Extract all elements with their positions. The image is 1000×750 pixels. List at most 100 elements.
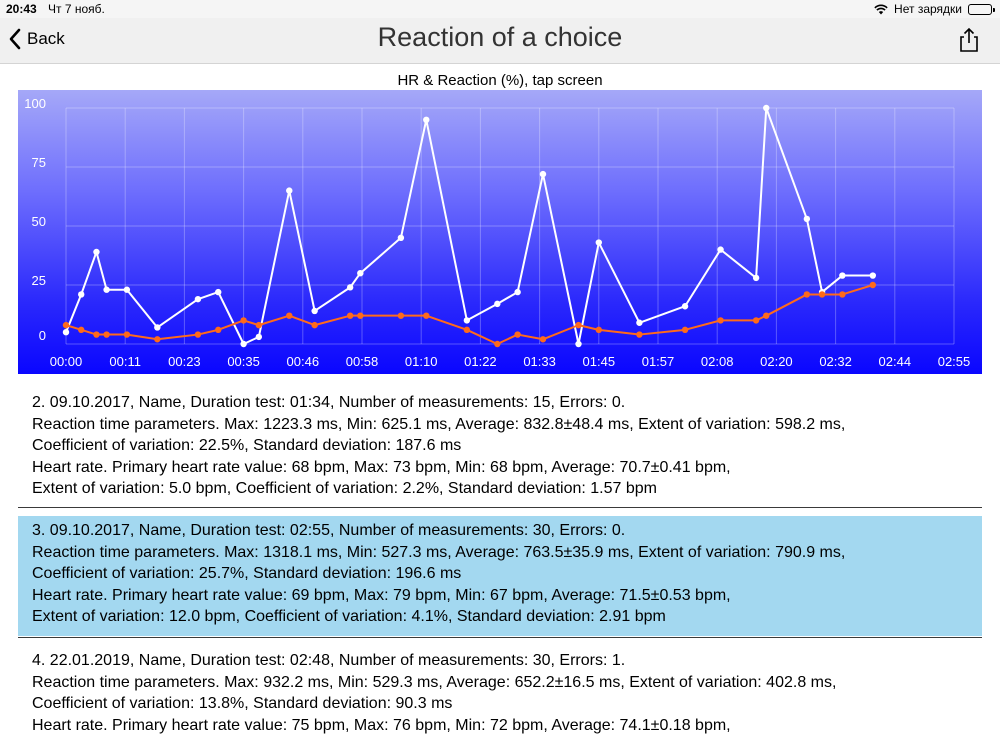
data-point-series-1 (463, 326, 471, 334)
data-point-series-1 (869, 281, 877, 289)
data-point-series-0 (494, 300, 501, 308)
data-point-series-1 (717, 317, 724, 324)
x-tick-label: 00:00 (50, 354, 83, 369)
data-point-series-0 (717, 246, 724, 253)
data-point-series-1 (194, 331, 202, 338)
test-entry-selected[interactable]: 3. 09.10.2017, Name, Duration test: 02:5… (18, 516, 982, 636)
x-tick-label: 00:58 (346, 354, 379, 369)
divider (18, 507, 982, 508)
data-point-series-1 (575, 321, 582, 329)
x-tick-label: 00:46 (287, 354, 320, 369)
battery-icon (968, 3, 995, 15)
test-entry[interactable]: 4. 22.01.2019, Name, Duration test: 02:4… (18, 646, 982, 750)
divider (18, 637, 982, 638)
data-point-series-1 (818, 291, 826, 298)
y-tick-label: 100 (24, 96, 46, 111)
y-tick-label: 50 (32, 214, 46, 229)
data-point-series-0 (423, 116, 430, 123)
data-point-series-0 (194, 295, 202, 303)
entry-line: 3. 09.10.2017, Name, Duration test: 02:5… (32, 522, 626, 539)
y-tick-label: 25 (32, 273, 46, 288)
battery-status-text: Нет зарядки (894, 2, 962, 16)
data-point-series-1 (78, 326, 85, 334)
data-point-series-0 (255, 333, 263, 341)
chart-canvas: 0 25 50 75 100 00:00 00:11 00:23 00:35 00:46 00:58… (24, 96, 971, 369)
entry-line: Extent of variation: 5.0 bpm, Coefficien… (32, 480, 657, 498)
entry-line: Extent of variation: 12.0 bpm, Coefficie… (32, 608, 666, 626)
data-point-series-1 (154, 336, 161, 343)
data-point-series-0 (763, 104, 770, 112)
data-point-series-0 (575, 340, 582, 348)
x-tick-label: 01:57 (642, 354, 675, 369)
back-button-label: Back (27, 29, 65, 48)
x-tick-label: 02:08 (701, 354, 734, 369)
data-point-series-0 (869, 272, 877, 279)
data-point-series-0 (839, 272, 846, 279)
status-bar: 20:43 Чт 7 нояб. Нет зарядки (0, 0, 1000, 18)
data-point-series-0 (463, 317, 471, 324)
data-point-series-0 (286, 187, 293, 194)
data-point-series-1 (397, 312, 405, 319)
data-point-series-0 (78, 291, 85, 298)
data-point-series-1 (494, 340, 501, 348)
test-entry[interactable]: 2. 09.10.2017, Name, Duration test: 01:3… (18, 388, 982, 500)
x-tick-label: 02:20 (760, 354, 793, 369)
data-point-series-0 (123, 286, 131, 293)
x-tick-label: 00:23 (168, 354, 201, 369)
entry-line: Reaction time parameters. Max: 1318.1 ms… (32, 543, 846, 561)
wifi-icon (874, 4, 888, 14)
y-tick-label: 75 (32, 155, 46, 170)
x-tick-label: 01:10 (405, 354, 438, 369)
x-tick-label: 01:33 (523, 354, 556, 369)
data-point-series-0 (215, 288, 222, 296)
share-icon[interactable] (958, 27, 980, 53)
data-point-series-1 (311, 321, 318, 329)
data-point-series-0 (752, 274, 760, 282)
data-point-series-1 (62, 321, 70, 329)
back-button[interactable]: Back (8, 28, 65, 50)
data-point-series-0 (397, 234, 405, 241)
entry-line: 2. 09.10.2017, Name, Duration test: 01:3… (32, 394, 626, 411)
x-tick-label: 01:45 (583, 354, 616, 369)
data-point-series-1 (123, 331, 131, 338)
x-tick-label: 01:22 (464, 354, 497, 369)
x-tick-label: 02:55 (938, 354, 971, 369)
entry-line: Reaction time parameters. Max: 932.2 ms,… (32, 673, 837, 691)
data-point-series-0 (93, 248, 100, 256)
data-point-series-1 (103, 331, 110, 338)
status-date: Чт 7 нояб. (48, 2, 105, 16)
entry-line: Heart rate. Primary heart rate value: 75… (32, 716, 731, 734)
data-point-series-1 (514, 331, 521, 338)
hr-reaction-chart[interactable]: 0 25 50 75 100 00:00 00:11 00:23 00:35 00:46 00:58… (18, 90, 982, 374)
x-tick-label: 00:11 (109, 354, 141, 369)
entry-line: Coefficient of variation: 13.8%, Standar… (32, 695, 453, 713)
page-title: Reaction of a choice (377, 22, 623, 52)
data-point-series-1 (357, 312, 364, 319)
data-point-series-1 (595, 326, 602, 334)
data-point-series-0 (311, 307, 318, 315)
data-point-series-1 (255, 321, 263, 329)
entry-line: Reaction time parameters. Max: 1223.3 ms… (32, 415, 846, 433)
data-point-series-1 (839, 291, 846, 298)
data-point-series-0 (240, 340, 247, 348)
data-point-series-1 (240, 317, 247, 324)
entry-line: Heart rate. Primary heart rate value: 68… (32, 458, 731, 476)
chart-title: HR & Reaction (%), tap screen (397, 72, 603, 89)
data-point-series-0 (636, 319, 643, 326)
data-point-series-1 (423, 312, 430, 319)
entry-line: Coefficient of variation: 22.5%, Standar… (32, 437, 462, 455)
data-point-series-1 (681, 326, 689, 334)
data-point-series-0 (346, 284, 354, 291)
y-tick-label: 0 (39, 328, 46, 343)
data-point-series-1 (803, 291, 811, 298)
series-line-1 (65, 284, 874, 345)
data-point-series-0 (357, 270, 364, 277)
data-point-series-1 (763, 312, 770, 319)
data-point-series-0 (154, 324, 161, 331)
data-point-series-1 (752, 317, 760, 324)
entry-line: Coefficient of variation: 25.7%, Standar… (32, 565, 462, 583)
data-point-series-0 (514, 288, 521, 296)
entry-line: Heart rate. Primary heart rate value: 69… (32, 586, 731, 604)
status-time: 20:43 (6, 2, 37, 16)
data-point-series-0 (681, 303, 689, 310)
